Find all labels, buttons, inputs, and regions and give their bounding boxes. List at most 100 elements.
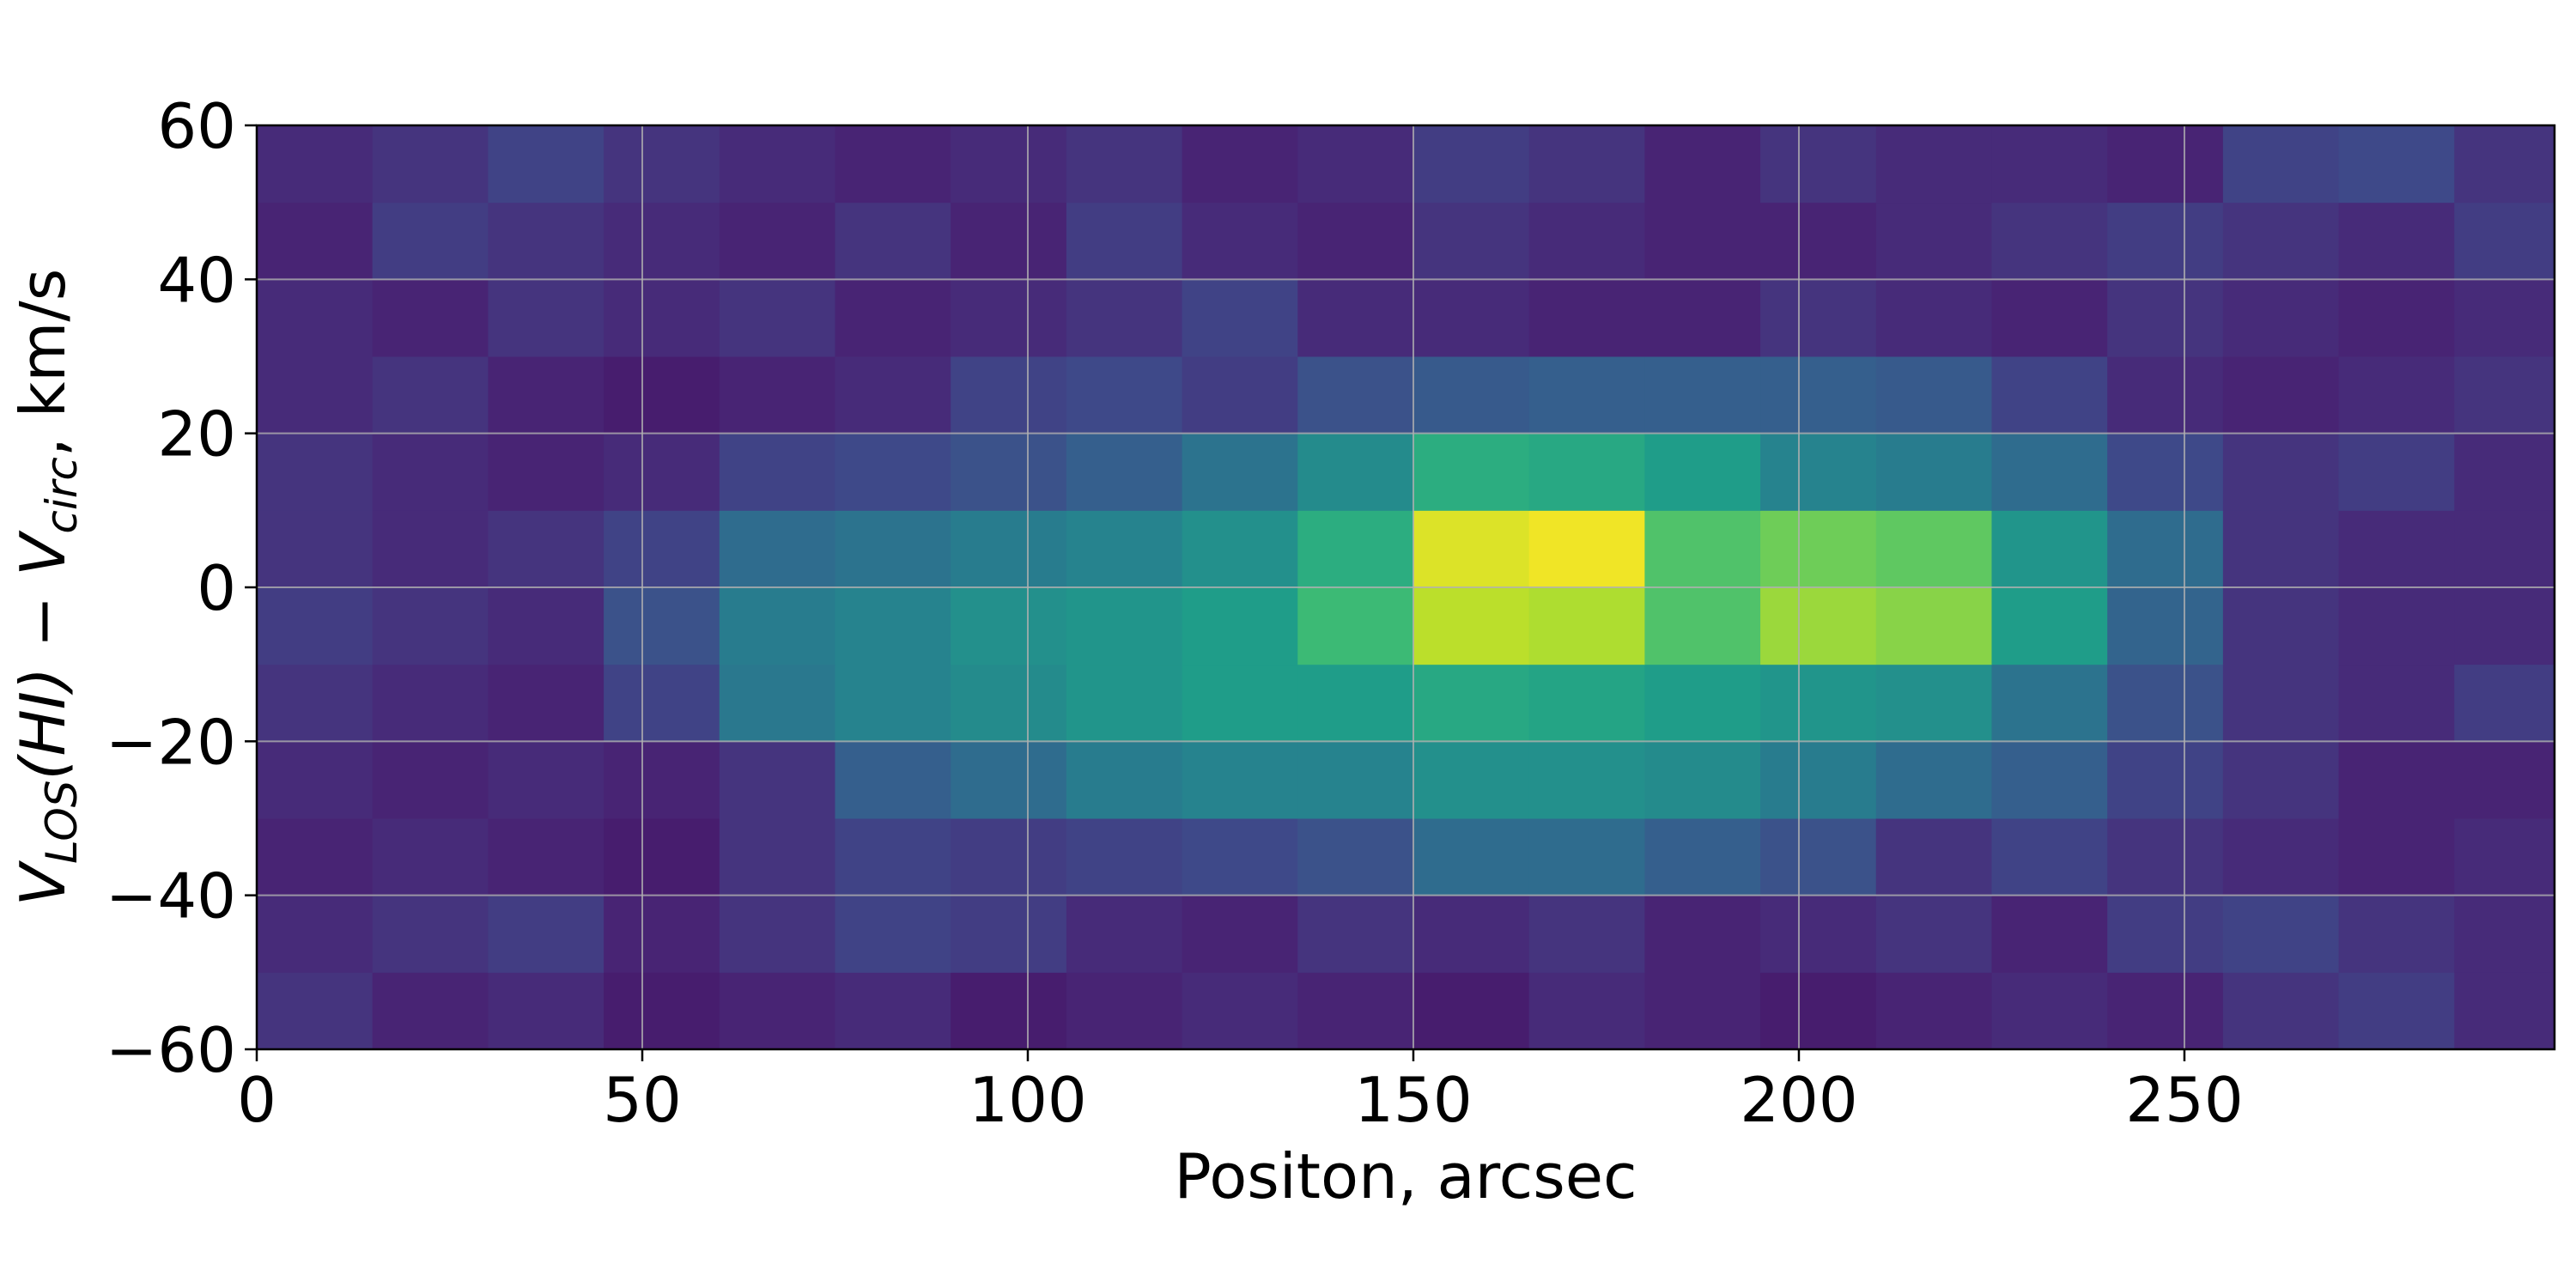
heatmap-cell [1528, 433, 1645, 511]
heatmap-cell [1991, 972, 2108, 1049]
heatmap-cell [488, 664, 605, 742]
y-tick-label: 0 [197, 552, 236, 624]
heatmap-cell [1991, 125, 2108, 204]
heatmap-cell [372, 895, 489, 973]
heatmap-cell [257, 972, 374, 1049]
heatmap-cell [1991, 741, 2108, 819]
heatmap-cell [604, 433, 720, 511]
heatmap-cell [719, 895, 835, 973]
heatmap-cell [1644, 202, 1761, 280]
heatmap-cell [372, 356, 489, 434]
heatmap-cell [604, 279, 720, 357]
heatmap-cell [951, 202, 1067, 280]
heatmap-cell [1182, 510, 1298, 588]
y-label-part: (HI) − V [7, 530, 79, 781]
y-tick-label: −40 [106, 860, 236, 933]
heatmap-cell [1991, 279, 2108, 357]
heatmap-cell [2107, 895, 2224, 973]
heatmap-cell [2454, 433, 2555, 511]
heatmap-cell [2222, 818, 2340, 896]
heatmap-cell [604, 818, 720, 896]
heatmap-cell [2454, 125, 2555, 204]
heatmap-cell [1066, 972, 1183, 1049]
heatmap-cell [604, 664, 720, 742]
heatmap-cell [1297, 202, 1414, 280]
heatmap-cell [488, 279, 605, 357]
heatmap-cell [2338, 510, 2455, 588]
heatmap-cell [835, 818, 951, 896]
heatmap-cell [2107, 356, 2224, 434]
heatmap-cell [1528, 356, 1645, 434]
heatmap-cell [1991, 587, 2108, 665]
heatmap-cell [1644, 664, 1761, 742]
heatmap-cell [835, 972, 951, 1049]
heatmap-cell [1066, 587, 1183, 665]
heatmap-cell [1528, 510, 1645, 588]
heatmap-cell [951, 895, 1067, 973]
heatmap-cell [1413, 433, 1530, 511]
heatmap-cell [1066, 279, 1183, 357]
heatmap-cell [2222, 356, 2340, 434]
heatmap-cell [1413, 664, 1530, 742]
heatmap-cell [257, 895, 374, 973]
heatmap-cell [1182, 125, 1298, 204]
heatmap-cell [2107, 972, 2224, 1049]
heatmap-cell [372, 972, 489, 1049]
heatmap-cell [2222, 664, 2340, 742]
heatmap-cell [1297, 510, 1414, 588]
heatmap-cell [488, 587, 605, 665]
y-label-sub: circ [37, 457, 87, 533]
heatmap-cell [1644, 356, 1761, 434]
heatmap-cell [1760, 664, 1877, 742]
heatmap-cell [1182, 279, 1298, 357]
heatmap-cell [1413, 818, 1530, 896]
heatmap-cell [1413, 972, 1530, 1049]
heatmap-cell [951, 356, 1067, 434]
heatmap-cell [257, 125, 374, 204]
heatmap-cell [1066, 202, 1183, 280]
x-tick-label: 200 [1740, 1064, 1857, 1136]
heatmap-cell [1991, 356, 2108, 434]
y-axis-label: VLOS(HI) − Vcirc, km/s [7, 269, 87, 906]
heatmap-cell [2338, 356, 2455, 434]
heatmap-cell [1066, 433, 1183, 511]
heatmap-cell [1760, 125, 1877, 204]
heatmap-cell [1528, 818, 1645, 896]
heatmap-cell [1760, 818, 1877, 896]
heatmap-cell [488, 433, 605, 511]
heatmap-cell [1182, 356, 1298, 434]
heatmap-cell [1528, 279, 1645, 357]
heatmap-cell [1413, 587, 1530, 665]
heatmap-cell [2338, 741, 2455, 819]
heatmap-cell [835, 895, 951, 973]
heatmap-cell [951, 510, 1067, 588]
heatmap-cell [488, 510, 605, 588]
heatmap-cell [2454, 741, 2555, 819]
heatmap-cell [835, 356, 951, 434]
heatmap-cell [257, 741, 374, 819]
heatmap-cell [488, 125, 605, 204]
heatmap-cell [1528, 125, 1645, 204]
heatmap-cell [257, 433, 374, 511]
heatmap-cell [488, 741, 605, 819]
y-label-part: V [7, 860, 79, 906]
heatmap-cell [2454, 587, 2555, 665]
heatmap-cell [719, 356, 835, 434]
heatmap-cell [719, 510, 835, 588]
heatmap-cell [1297, 972, 1414, 1049]
heatmap-cell [1413, 125, 1530, 204]
heatmap-cell [951, 664, 1067, 742]
heatmap-cell [372, 125, 489, 204]
heatmap-cell [1528, 587, 1645, 665]
heatmap-cell [1297, 818, 1414, 896]
heatmap-cell [2454, 510, 2555, 588]
heatmap-cell [951, 279, 1067, 357]
heatmap-cell [835, 510, 951, 588]
heatmap-cell [835, 433, 951, 511]
heatmap-cell [1528, 972, 1645, 1049]
heatmap-cell [372, 818, 489, 896]
heatmap-cell [1875, 510, 1992, 588]
heatmap-cell [1182, 202, 1298, 280]
heatmap-cell [1182, 972, 1298, 1049]
